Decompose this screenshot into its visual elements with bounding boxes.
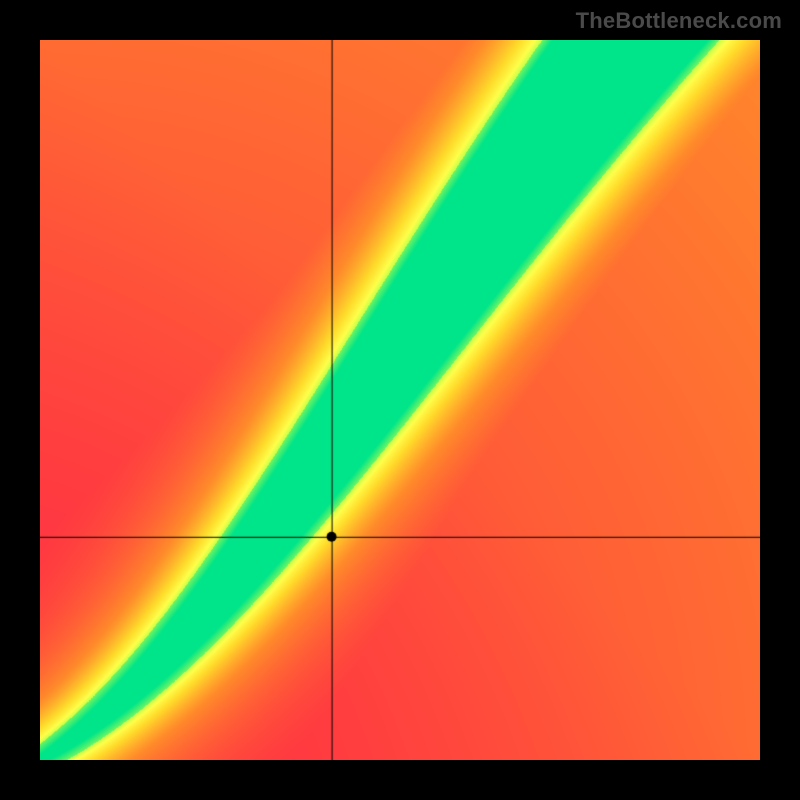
chart-frame: TheBottleneck.com [0,0,800,800]
bottleneck-heatmap [40,40,760,760]
watermark-text: TheBottleneck.com [576,8,782,34]
